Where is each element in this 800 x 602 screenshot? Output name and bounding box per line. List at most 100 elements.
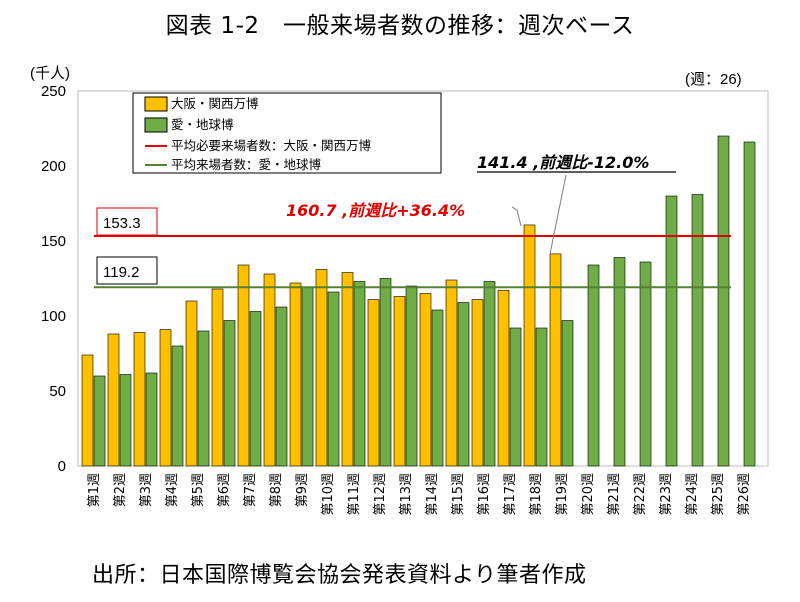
x-tick-label: 第7週 (243, 473, 258, 507)
y-tick-label: 0 (58, 458, 66, 475)
annotation-week18-leader (511, 206, 522, 227)
x-tick-label: 第23週 (659, 473, 674, 516)
x-tick-label: 第8週 (269, 473, 284, 507)
legend-label-required: 平均必要来場者数：大阪・関西万博 (171, 138, 372, 153)
ref-value-average: 119.2 (103, 264, 139, 281)
bar-osaka (289, 282, 302, 467)
x-tick-label: 第13週 (399, 473, 414, 516)
bar-aichi (639, 261, 652, 467)
bar-aichi (171, 345, 184, 467)
bar-osaka (133, 332, 146, 467)
reference-lines (94, 235, 731, 289)
x-tick-label: 第9週 (295, 473, 310, 507)
legend-label-aichi: 愛・地球博 (171, 117, 234, 132)
legend: 大阪・関西万博 愛・地球博 平均必要来場者数：大阪・関西万博 平均来場者数：愛・… (132, 92, 442, 174)
bar-aichi (249, 311, 262, 467)
x-tick-label: 第26週 (737, 473, 752, 516)
bar-aichi (405, 285, 418, 467)
ref-box-average (96, 256, 158, 285)
annotation-week19: 141.4 ,前週比-12.0% (477, 153, 649, 172)
x-tick-label: 第4週 (165, 473, 180, 507)
x-tick-label: 第24週 (685, 473, 700, 516)
bar-aichi (353, 281, 366, 467)
bar-aichi (275, 306, 288, 467)
x-tick-label: 第6週 (217, 473, 232, 507)
x-tick-label: 第12週 (373, 473, 388, 516)
y-tick-label: 250 (41, 83, 66, 100)
legend-swatch-aichi (144, 117, 168, 133)
legend-swatch-osaka (144, 96, 168, 112)
x-axis-labels: 第1週 第2週 第3週 第4週 第5週 第6週 第7週 第8週 第9週 第10週 第11週 第12週第… (87, 473, 752, 516)
y-axis: 0 50 100 150 200 250 (41, 83, 66, 475)
x-tick-label: 第5週 (191, 473, 206, 507)
bar-aichi (691, 194, 704, 467)
bar-osaka (393, 296, 406, 467)
x-tick-label: 第18週 (529, 473, 544, 516)
bar-osaka (81, 354, 94, 467)
bar-aichi (743, 141, 756, 467)
legend-box (132, 92, 442, 174)
bar-osaka (341, 272, 354, 467)
bar-aichi (717, 135, 730, 467)
bar-aichi (327, 291, 340, 467)
bar-aichi (431, 309, 444, 467)
source-note: 出所：日本国際博覧会協会発表資料より筆者作成 (92, 563, 587, 588)
y-tick-label: 150 (41, 233, 66, 250)
bar-aichi (613, 257, 626, 467)
y-tick-label: 100 (41, 308, 66, 325)
bar-aichi (223, 320, 236, 467)
bar-osaka (549, 253, 562, 467)
bar-aichi (561, 320, 574, 467)
legend-label-average: 平均来場者数：愛・地球博 (171, 157, 322, 172)
x-tick-label: 第3週 (139, 473, 154, 507)
x-tick-label: 第15週 (451, 473, 466, 516)
x-tick-label: 第11週 (347, 473, 362, 516)
legend-label-osaka: 大阪・関西万博 (171, 96, 259, 111)
y-tick-label: 200 (41, 158, 66, 175)
bar-osaka (211, 288, 224, 467)
bar-aichi (457, 302, 470, 467)
bar-osaka (315, 269, 328, 467)
bar-osaka (107, 333, 120, 467)
bar-aichi (509, 327, 522, 467)
x-tick-label: 第25週 (711, 473, 726, 516)
bar-aichi (93, 375, 106, 467)
weeks-note: (週：26) (685, 71, 742, 88)
x-tick-label: 第10週 (321, 473, 336, 516)
x-tick-label: 第19週 (555, 473, 570, 516)
ref-value-required: 153.3 (103, 215, 141, 232)
bar-aichi (119, 374, 132, 467)
bar-osaka (419, 293, 432, 467)
x-tick-label: 第14週 (425, 473, 440, 516)
y-axis-unit: (千人) (30, 65, 70, 82)
bar-osaka (185, 300, 198, 467)
bar-osaka (263, 273, 276, 467)
bar-osaka (159, 329, 172, 467)
annotation-week18: 160.7 ,前週比+36.4% (286, 201, 465, 220)
bar-aichi (483, 281, 496, 467)
bar-aichi (145, 372, 158, 467)
bar-aichi (587, 264, 600, 467)
bar-aichi (665, 195, 678, 467)
chart-title: 図表 1-2 一般来場者数の推移：週次ベース (165, 13, 635, 39)
bar-osaka (497, 290, 510, 467)
bar-osaka (367, 299, 380, 467)
annotation-week19-leader (549, 174, 567, 255)
bar-aichi (379, 278, 392, 467)
bar-aichi (301, 287, 314, 467)
y-tick-label: 50 (49, 383, 66, 400)
bar-osaka (523, 224, 536, 467)
bars (81, 135, 756, 467)
ref-box-required (96, 207, 158, 236)
bar-aichi (197, 330, 210, 467)
bar-osaka (445, 279, 458, 467)
bar-osaka (471, 299, 484, 467)
x-tick-label: 第2週 (113, 473, 128, 507)
x-tick-label: 第20週 (581, 473, 596, 516)
x-tick-label: 第17週 (503, 473, 518, 516)
bar-osaka (237, 264, 250, 467)
x-tick-label: 第21週 (607, 473, 622, 516)
x-tick-label: 第1週 (87, 473, 102, 507)
x-tick-label: 第22週 (633, 473, 648, 516)
